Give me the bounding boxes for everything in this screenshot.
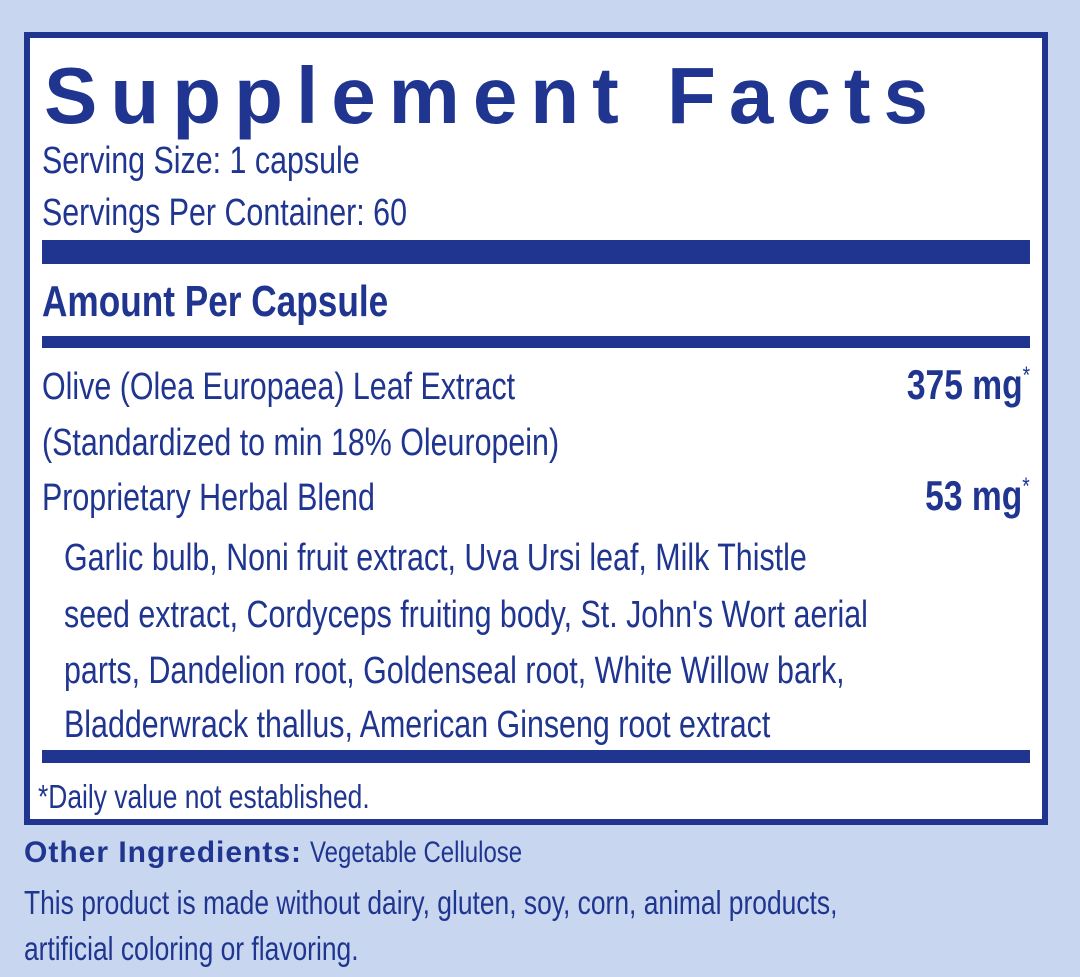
title: Supplement Facts xyxy=(44,51,942,140)
divider xyxy=(42,750,1030,763)
ingredient-name: Olive (Olea Europaea) Leaf Extract xyxy=(42,366,516,408)
other-label: Other Ingredients: xyxy=(24,836,303,869)
blend-line: seed extract, Cordyceps fruiting body, S… xyxy=(64,594,868,636)
divider xyxy=(42,336,1030,348)
blend-line: parts, Dandelion root, Goldenseal root, … xyxy=(64,650,845,692)
divider xyxy=(42,240,1030,264)
blend-line: Bladderwrack thallus, American Ginseng r… xyxy=(64,704,771,746)
ingredient-amount: 375 mg* xyxy=(907,364,1030,406)
note-line: artificial coloring or flavoring. xyxy=(24,930,359,967)
servings-per-container: Servings Per Container: 60 xyxy=(42,192,407,234)
facts-panel: Supplement Facts Serving Size: 1 capsule… xyxy=(24,32,1048,825)
amount: 53 mg xyxy=(925,472,1023,519)
ingredient-detail: (Standardized to min 18% Oleuropein) xyxy=(42,422,560,464)
asterisk: * xyxy=(1022,473,1030,500)
amount-heading: Amount Per Capsule xyxy=(42,277,389,326)
note-line: This product is made without dairy, glut… xyxy=(24,884,838,921)
footnote: *Daily value not established. xyxy=(38,778,370,815)
serving-size: Serving Size: 1 capsule xyxy=(42,140,360,182)
other-value: Vegetable Cellulose xyxy=(310,836,523,869)
amount: 375 mg xyxy=(906,361,1023,408)
blend-line: Garlic bulb, Noni fruit extract, Uva Urs… xyxy=(64,537,807,579)
other-ingredients: Other Ingredients: Vegetable Cellulose xyxy=(24,838,576,868)
ingredient-amount: 53 mg* xyxy=(925,475,1030,517)
ingredient-name: Proprietary Herbal Blend xyxy=(42,477,375,519)
asterisk: * xyxy=(1022,362,1030,389)
